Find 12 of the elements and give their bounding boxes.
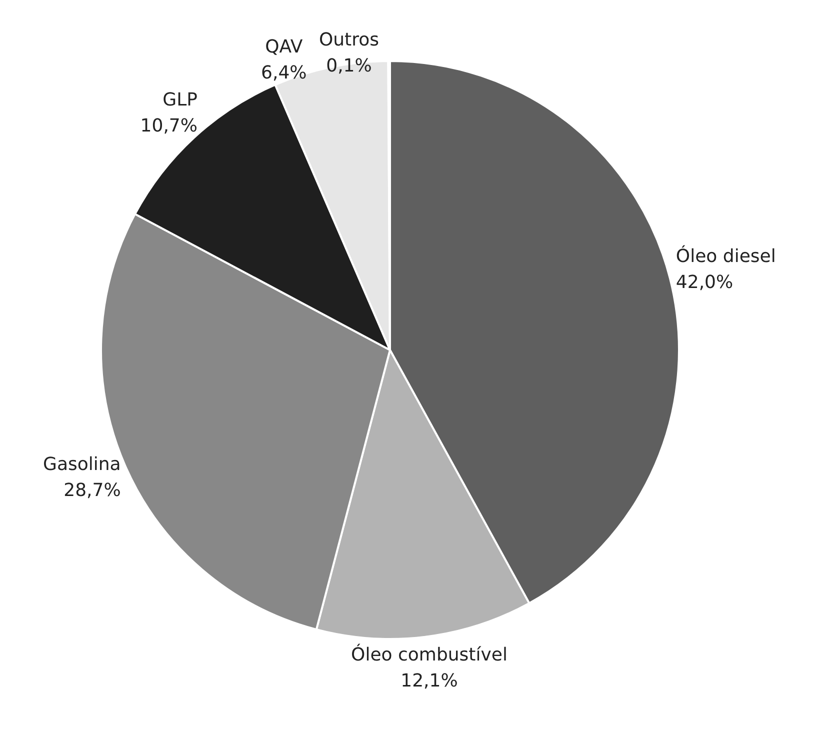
slice-label: Óleo combustível — [351, 643, 508, 666]
slice-label: QAV — [265, 36, 304, 58]
data-label: 6,4% — [261, 62, 307, 84]
slice-label: Óleo diesel — [676, 244, 776, 267]
data-label: 12,1% — [400, 670, 458, 692]
slice-label: GLP — [162, 90, 198, 111]
data-label: 0,1% — [326, 56, 372, 77]
data-label: 28,7% — [64, 480, 121, 502]
data-label: 42,0% — [676, 272, 734, 293]
slice-label: Outros — [318, 30, 380, 51]
slice-label: Gasolina — [42, 454, 121, 476]
data-label: 10,7% — [140, 116, 198, 137]
